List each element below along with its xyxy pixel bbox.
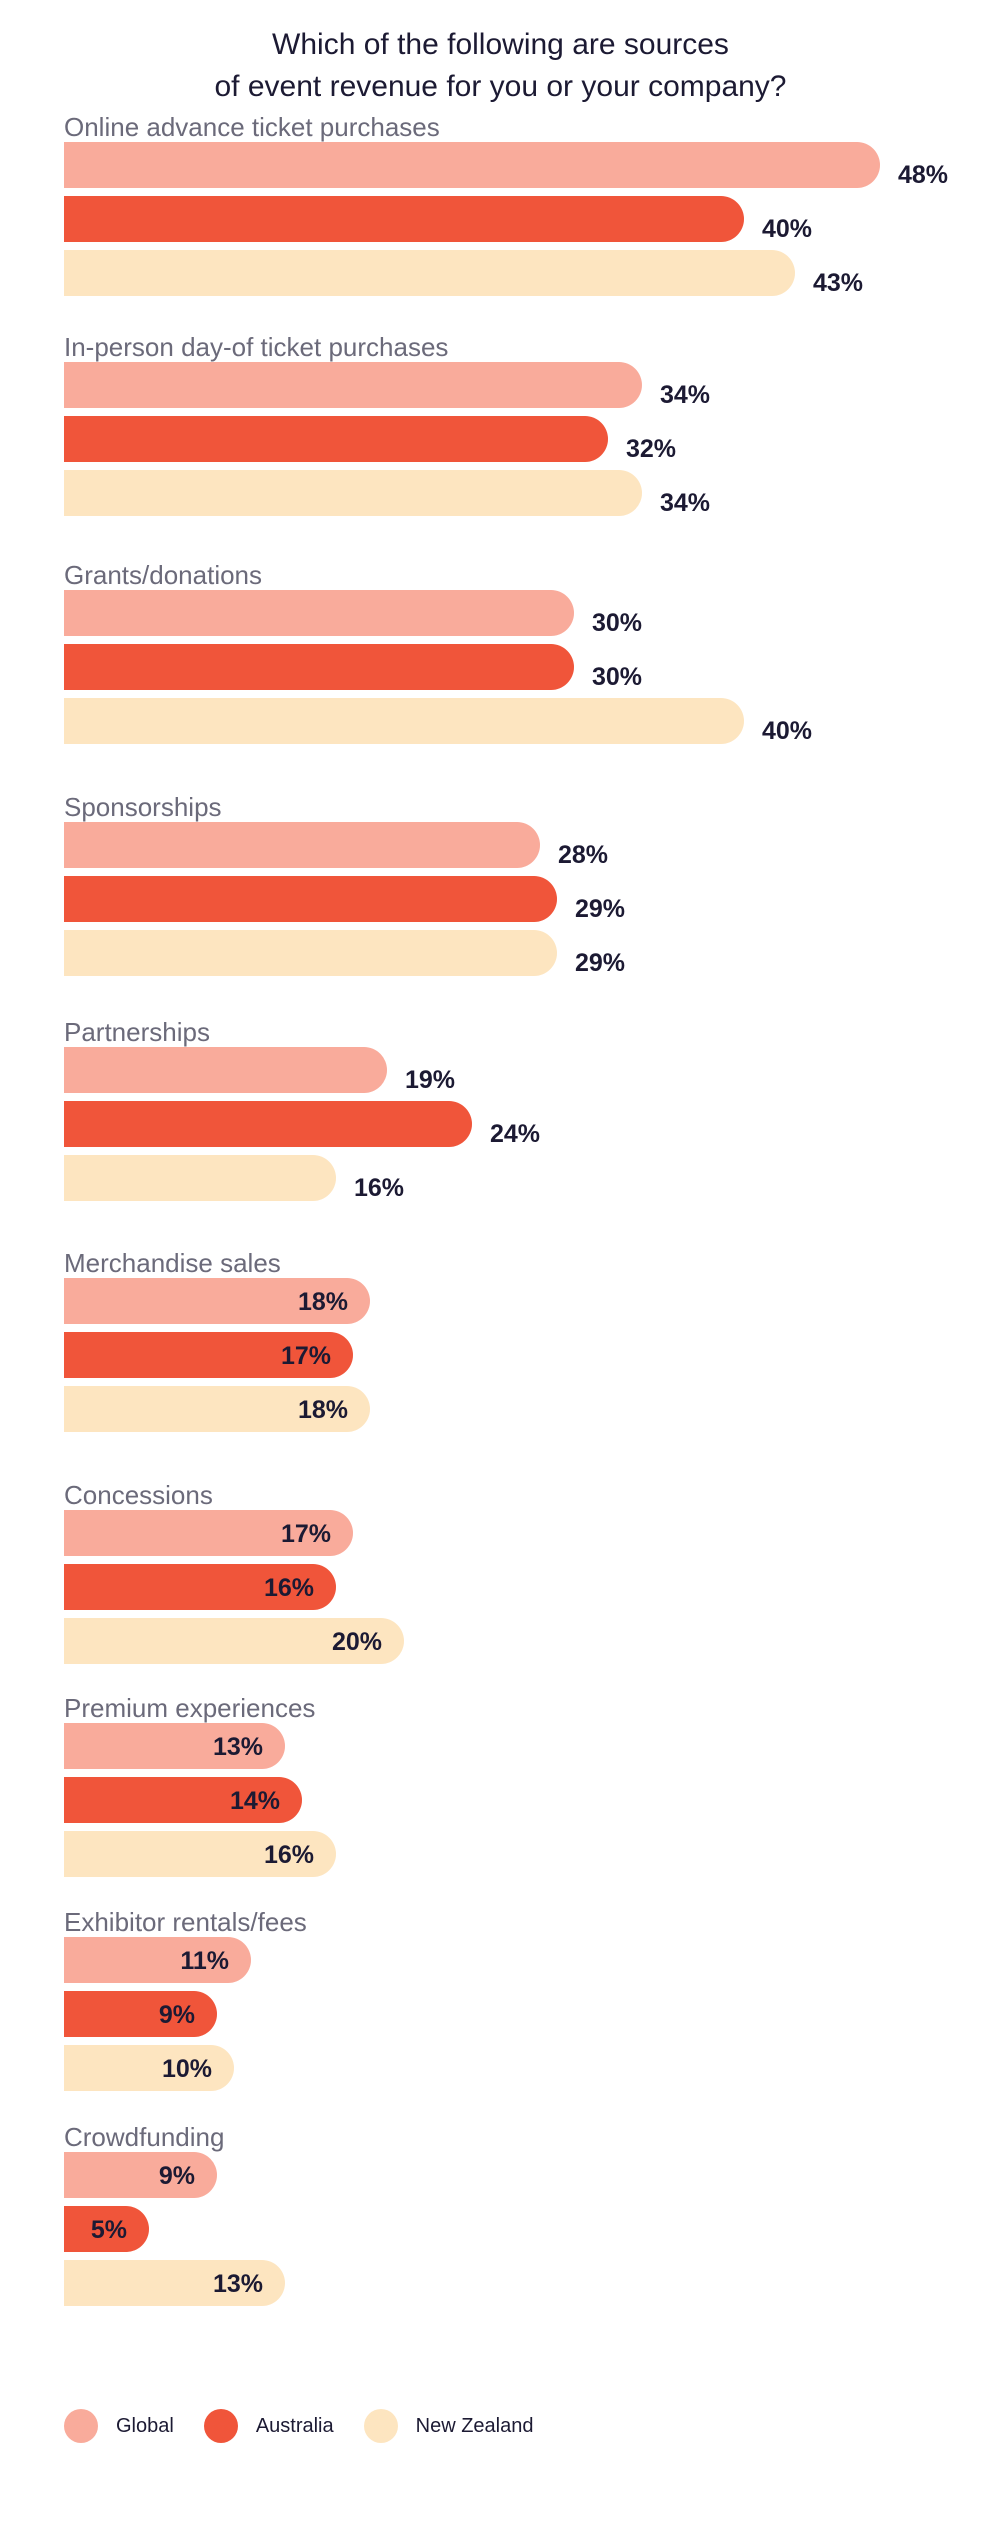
bar-crowdfunding-global (64, 2152, 217, 2198)
value-label-in-person-day-of-ticket-purchases-global: 34% (660, 381, 710, 409)
value-label-in-person-day-of-ticket-purchases-new-zealand: 34% (660, 489, 710, 517)
value-label-grants-donations-global: 30% (592, 609, 642, 637)
bar-premium-experiences-new-zealand (64, 1831, 336, 1877)
legend-label-australia: Australia (255, 2414, 334, 2437)
value-label-sponsorships-new-zealand: 29% (575, 949, 625, 977)
bar-sponsorships-global (64, 822, 540, 868)
bar-concessions-new-zealand (64, 1618, 404, 1664)
legend-swatch-australia (203, 2409, 238, 2443)
legend-item-global: Global (64, 2409, 174, 2443)
category-label-concessions: Concessions (64, 1480, 213, 1510)
bar-online-advance-ticket-purchases-australia (64, 196, 744, 242)
bar-partnerships-new-zealand (64, 1155, 336, 1201)
category-label-exhibitor-rentals-fees: Exhibitor rentals/fees (64, 1907, 307, 1937)
legend-label-new-zealand: New Zealand (415, 2414, 534, 2437)
value-label-crowdfunding-new-zealand: 13% (213, 2270, 263, 2298)
value-label-online-advance-ticket-purchases-new-zealand: 43% (813, 269, 863, 297)
value-label-online-advance-ticket-purchases-australia: 40% (762, 215, 812, 243)
bar-merchandise-sales-new-zealand (64, 1386, 370, 1432)
bar-crowdfunding-australia (64, 2206, 149, 2252)
bar-grants-donations-global (64, 590, 574, 636)
value-label-crowdfunding-australia: 5% (91, 2216, 127, 2244)
legend-swatch-global (64, 2409, 98, 2443)
bar-merchandise-sales-global (64, 1278, 370, 1324)
bar-sponsorships-new-zealand (64, 930, 557, 976)
bar-exhibitor-rentals-fees-australia (64, 1991, 217, 2037)
category-label-crowdfunding: Crowdfunding (64, 2122, 224, 2152)
category-label-online-advance-ticket-purchases: Online advance ticket purchases (64, 112, 440, 142)
value-label-exhibitor-rentals-fees-australia: 9% (159, 2001, 195, 2029)
legend: Global Australia New Zealand (64, 2406, 563, 2446)
value-label-grants-donations-new-zealand: 40% (762, 717, 812, 745)
value-label-concessions-new-zealand: 20% (332, 1628, 382, 1656)
value-label-sponsorships-global: 28% (558, 841, 608, 869)
bar-in-person-day-of-ticket-purchases-new-zealand (64, 470, 642, 516)
bar-grants-donations-australia (64, 644, 574, 690)
value-label-premium-experiences-australia: 14% (230, 1787, 280, 1815)
bar-in-person-day-of-ticket-purchases-australia (64, 416, 608, 462)
category-label-in-person-day-of-ticket-purchases: In-person day-of ticket purchases (64, 332, 448, 362)
value-label-merchandise-sales-global: 18% (298, 1288, 348, 1316)
value-label-sponsorships-australia: 29% (575, 895, 625, 923)
value-label-premium-experiences-new-zealand: 16% (264, 1841, 314, 1869)
value-label-premium-experiences-global: 13% (213, 1733, 263, 1761)
bar-crowdfunding-new-zealand (64, 2260, 285, 2306)
category-label-merchandise-sales: Merchandise sales (64, 1248, 281, 1278)
value-label-merchandise-sales-australia: 17% (281, 1342, 331, 1370)
legend-label-global: Global (116, 2414, 174, 2437)
bar-premium-experiences-global (64, 1723, 285, 1769)
chart-title-line-2: of event revenue for you or your company… (214, 70, 787, 103)
bar-concessions-australia (64, 1564, 336, 1610)
value-label-grants-donations-australia: 30% (592, 663, 642, 691)
value-label-exhibitor-rentals-fees-new-zealand: 10% (162, 2055, 212, 2083)
value-label-crowdfunding-global: 9% (159, 2162, 195, 2190)
bar-exhibitor-rentals-fees-new-zealand (64, 2045, 234, 2091)
bar-online-advance-ticket-purchases-global (64, 142, 880, 188)
value-label-in-person-day-of-ticket-purchases-australia: 32% (626, 435, 676, 463)
value-label-partnerships-global: 19% (405, 1066, 455, 1094)
bar-merchandise-sales-australia (64, 1332, 353, 1378)
bar-partnerships-global (64, 1047, 387, 1093)
category-label-sponsorships: Sponsorships (64, 792, 222, 822)
bar-concessions-global (64, 1510, 353, 1556)
bar-grants-donations-new-zealand (64, 698, 744, 744)
legend-item-new-zealand: New Zealand (363, 2409, 534, 2443)
value-label-concessions-global: 17% (281, 1520, 331, 1548)
value-label-partnerships-australia: 24% (490, 1120, 540, 1148)
bar-premium-experiences-australia (64, 1777, 302, 1823)
chart-title: Which of the following are sources of ev… (0, 24, 1001, 108)
value-label-online-advance-ticket-purchases-global: 48% (898, 161, 948, 189)
value-label-partnerships-new-zealand: 16% (354, 1174, 404, 1202)
bar-in-person-day-of-ticket-purchases-global (64, 362, 642, 408)
value-label-concessions-australia: 16% (264, 1574, 314, 1602)
value-label-merchandise-sales-new-zealand: 18% (298, 1396, 348, 1424)
category-label-grants-donations: Grants/donations (64, 560, 262, 590)
bar-online-advance-ticket-purchases-new-zealand (64, 250, 795, 296)
bar-partnerships-australia (64, 1101, 472, 1147)
bar-exhibitor-rentals-fees-global (64, 1937, 251, 1983)
category-label-premium-experiences: Premium experiences (64, 1693, 315, 1723)
chart-title-line-1: Which of the following are sources (272, 28, 729, 61)
bar-sponsorships-australia (64, 876, 557, 922)
legend-item-australia: Australia (203, 2409, 334, 2443)
value-label-exhibitor-rentals-fees-global: 11% (180, 1947, 229, 1975)
category-label-partnerships: Partnerships (64, 1017, 210, 1047)
legend-swatch-new-zealand (363, 2409, 398, 2443)
